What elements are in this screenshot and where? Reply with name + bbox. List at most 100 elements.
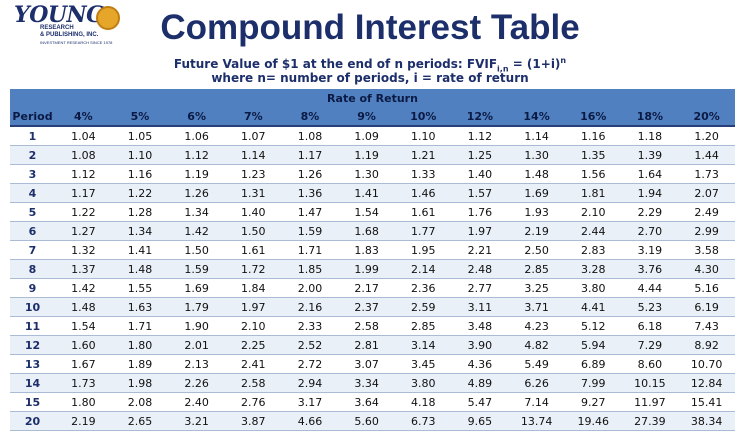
value-cell: 1.69 <box>168 278 225 298</box>
value-cell: 1.48 <box>111 259 169 279</box>
value-cell: 4.66 <box>281 411 339 431</box>
rate-header: 4% <box>55 107 112 127</box>
value-cell: 5.12 <box>564 316 622 336</box>
period-cell: 13 <box>10 354 55 374</box>
value-cell: 1.81 <box>564 183 622 203</box>
value-cell: 1.98 <box>111 373 169 393</box>
value-cell: 3.19 <box>621 240 679 260</box>
formula-middle: = (1+i) <box>508 57 561 71</box>
value-cell: 5.49 <box>508 354 565 374</box>
value-cell: 1.47 <box>281 202 339 222</box>
value-cell: 1.09 <box>338 126 395 146</box>
value-cell: 1.40 <box>451 164 509 184</box>
period-cell: 8 <box>10 259 55 279</box>
period-cell: 12 <box>10 335 55 355</box>
period-cell: 11 <box>10 316 55 336</box>
logo-tagline: INVESTMENT RESEARCH SINCE 1978 <box>40 40 113 45</box>
table-row: 8 1.37 1.48 1.59 1.72 1.85 1.99 2.14 2.48 2.85 3.2… <box>10 259 735 279</box>
value-cell: 1.06 <box>168 126 225 146</box>
logo-sun-icon <box>96 6 120 30</box>
value-cell: 1.12 <box>168 145 225 165</box>
value-cell: 1.26 <box>281 164 339 184</box>
table-row: 2 1.08 1.10 1.12 1.14 1.17 1.19 1.21 1.25 1.30 1.3… <box>10 145 735 165</box>
value-cell: 3.07 <box>338 354 395 374</box>
logo-wordmark: YOUNG <box>14 2 105 28</box>
value-cell: 1.46 <box>394 183 452 203</box>
value-cell: 3.28 <box>564 259 622 279</box>
value-cell: 1.77 <box>394 221 452 241</box>
value-cell: 1.39 <box>621 145 679 165</box>
value-cell: 1.10 <box>111 145 169 165</box>
table-row: 10 1.48 1.63 1.79 1.97 2.16 2.37 2.59 3.11 3.71 4.… <box>10 297 735 317</box>
table-body: 1 1.04 1.05 1.06 1.07 1.08 1.09 1.10 1.12 1.14 1.1… <box>10 126 735 431</box>
rate-header: 9% <box>338 107 395 127</box>
rate-header: 12% <box>451 107 509 127</box>
value-cell: 1.22 <box>55 202 112 222</box>
value-cell: 1.93 <box>508 202 565 222</box>
value-cell: 1.20 <box>678 126 735 146</box>
table-row: 12 1.60 1.80 2.01 2.25 2.52 2.81 3.14 3.90 4.82 5.… <box>10 335 735 355</box>
value-cell: 4.41 <box>564 297 622 317</box>
rate-header: 8% <box>281 107 339 127</box>
table-row: 1 1.04 1.05 1.06 1.07 1.08 1.09 1.10 1.12 1.14 1.1… <box>10 126 735 146</box>
value-cell: 1.97 <box>451 221 509 241</box>
value-cell: 1.56 <box>564 164 622 184</box>
value-cell: 4.44 <box>621 278 679 298</box>
value-cell: 1.80 <box>55 392 112 412</box>
value-cell: 4.30 <box>678 259 735 279</box>
value-cell: 2.76 <box>224 392 282 412</box>
period-cell: 5 <box>10 202 55 222</box>
value-cell: 1.17 <box>55 183 112 203</box>
rate-header: 10% <box>394 107 452 127</box>
value-cell: 2.83 <box>564 240 622 260</box>
table-row: 3 1.12 1.16 1.19 1.23 1.26 1.30 1.33 1.40 1.48 1.5… <box>10 164 735 184</box>
value-cell: 1.68 <box>338 221 395 241</box>
formula-subscript: i,n <box>497 64 509 74</box>
value-cell: 2.50 <box>508 240 565 260</box>
value-cell: 2.00 <box>281 278 339 298</box>
value-cell: 2.19 <box>508 221 565 241</box>
value-cell: 1.10 <box>394 126 452 146</box>
value-cell: 1.50 <box>224 221 282 241</box>
value-cell: 1.34 <box>111 221 169 241</box>
value-cell: 8.92 <box>678 335 735 355</box>
table-row: 6 1.27 1.34 1.42 1.50 1.59 1.68 1.77 1.97 2.19 2.4… <box>10 221 735 241</box>
table-row: 7 1.32 1.41 1.50 1.61 1.71 1.83 1.95 2.21 2.50 2.8… <box>10 240 735 260</box>
value-cell: 6.26 <box>508 373 565 393</box>
value-cell: 1.54 <box>338 202 395 222</box>
period-cell: 6 <box>10 221 55 241</box>
period-cell: 15 <box>10 392 55 412</box>
value-cell: 3.34 <box>338 373 395 393</box>
value-cell: 4.23 <box>508 316 565 336</box>
value-cell: 2.07 <box>678 183 735 203</box>
value-cell: 1.71 <box>281 240 339 260</box>
period-cell: 3 <box>10 164 55 184</box>
value-cell: 7.99 <box>564 373 622 393</box>
table-row: 14 1.73 1.98 2.26 2.58 2.94 3.34 3.80 4.89 6.26 7.… <box>10 373 735 393</box>
value-cell: 1.61 <box>394 202 452 222</box>
value-cell: 1.32 <box>55 240 112 260</box>
value-cell: 2.37 <box>338 297 395 317</box>
value-cell: 1.30 <box>338 164 395 184</box>
formula-superscript: n <box>560 56 567 65</box>
value-cell: 2.85 <box>508 259 565 279</box>
value-cell: 1.94 <box>621 183 679 203</box>
value-cell: 2.41 <box>224 354 282 374</box>
value-cell: 2.21 <box>451 240 509 260</box>
value-cell: 1.44 <box>678 145 735 165</box>
table-group-header-row: Rate of Return <box>10 89 735 107</box>
value-cell: 1.73 <box>55 373 112 393</box>
value-cell: 3.90 <box>451 335 509 355</box>
value-cell: 1.05 <box>111 126 169 146</box>
value-cell: 1.80 <box>111 335 169 355</box>
value-cell: 1.61 <box>224 240 282 260</box>
value-cell: 1.35 <box>564 145 622 165</box>
table-row: 15 1.80 2.08 2.40 2.76 3.17 3.64 4.18 5.47 7.14 9.… <box>10 392 735 412</box>
value-cell: 2.72 <box>281 354 339 374</box>
value-cell: 2.36 <box>394 278 452 298</box>
rate-header: 16% <box>564 107 622 127</box>
value-cell: 1.64 <box>621 164 679 184</box>
value-cell: 1.25 <box>451 145 509 165</box>
table-row: 13 1.67 1.89 2.13 2.41 2.72 3.07 3.45 4.36 5.49 6.… <box>10 354 735 374</box>
value-cell: 1.34 <box>168 202 225 222</box>
